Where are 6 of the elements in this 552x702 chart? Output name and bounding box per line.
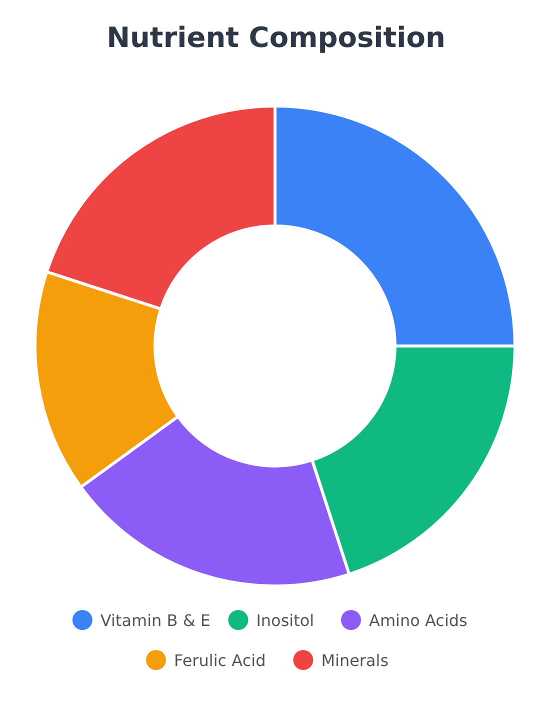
legend-label: Ferulic Acid [174, 651, 266, 670]
chart-title: Nutrient Composition [106, 21, 446, 54]
legend-label: Vitamin B & E [100, 611, 211, 630]
legend-label: Amino Acids [369, 611, 468, 630]
legend-label: Minerals [321, 651, 389, 670]
legend-label: Inositol [256, 611, 314, 630]
